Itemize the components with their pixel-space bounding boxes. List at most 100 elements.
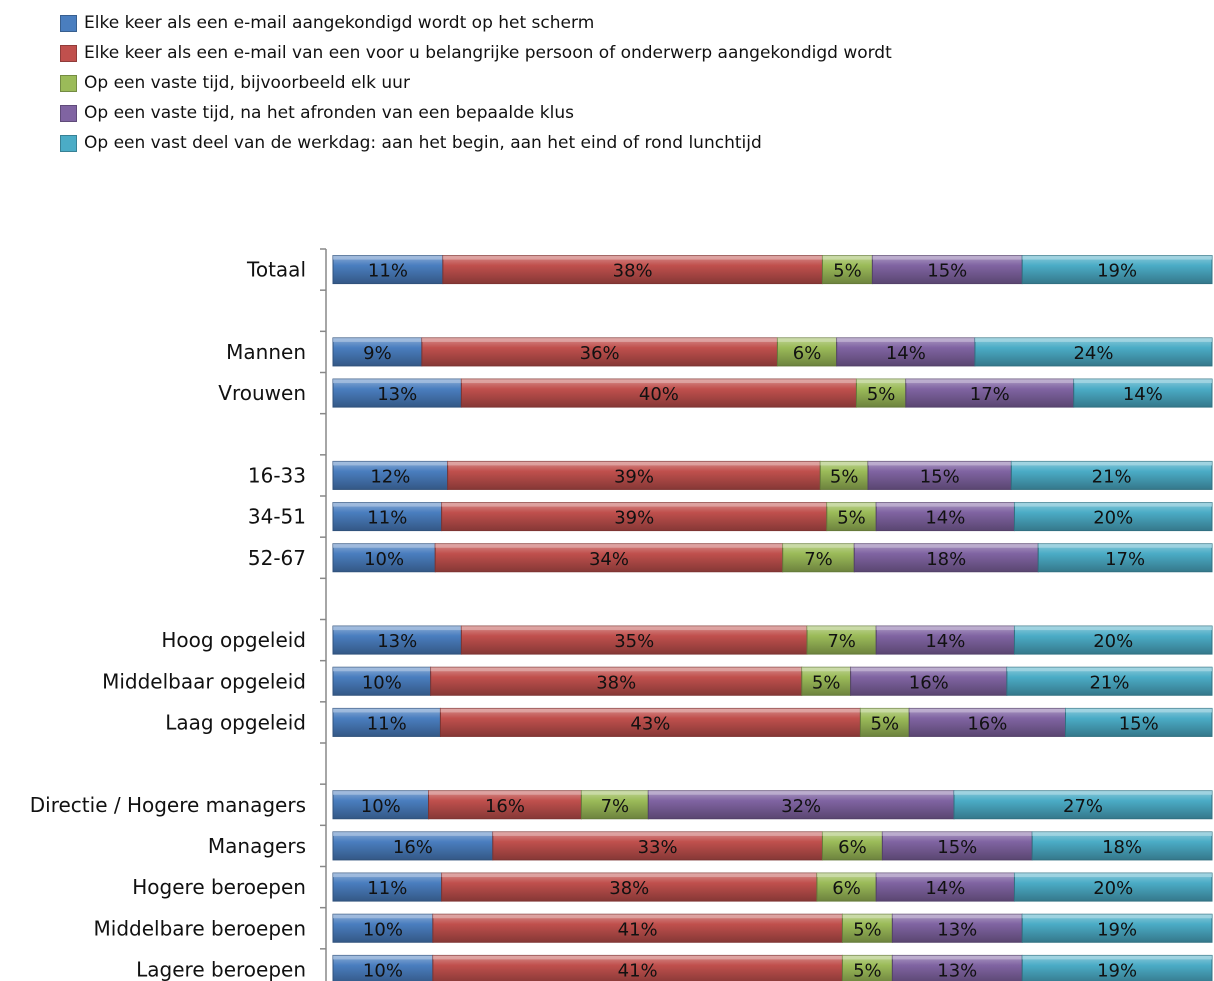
bar-highlight <box>333 873 442 878</box>
bar-highlight <box>854 543 1039 548</box>
bar-highlight <box>868 461 1012 466</box>
bar-highlight <box>333 337 422 342</box>
bar-segment <box>332 913 434 943</box>
bar-highlight <box>447 461 821 466</box>
legend-label-5: Op een vast deel van de werkdag: aan het… <box>84 133 762 153</box>
data-label: 34% <box>589 549 629 570</box>
bar-highlight <box>892 914 1023 919</box>
data-label: 13% <box>377 384 417 405</box>
data-label: 7% <box>804 549 833 570</box>
legend-item-3: Op een vaste tijd, bijvoorbeeld elk uur <box>60 68 892 98</box>
data-label: 40% <box>639 384 679 405</box>
bar-segment <box>447 460 821 490</box>
data-label: 38% <box>596 672 636 693</box>
bar-segment <box>1037 543 1213 573</box>
bar-segment <box>332 831 494 861</box>
data-label: 38% <box>609 878 649 899</box>
bar-highlight <box>876 502 1015 507</box>
bar-highlight <box>333 790 429 795</box>
legend-label-1: Elke keer als een e-mail aangekondigd wo… <box>84 13 595 33</box>
legend-label-3: Op een vaste tijd, bijvoorbeeld elk uur <box>84 73 410 93</box>
bar-segment <box>782 543 855 573</box>
bar-highlight <box>816 873 877 878</box>
legend-item-4: Op een vaste tijd, na het afronden van e… <box>60 98 892 128</box>
data-label: 39% <box>614 466 654 487</box>
category-label: Vrouwen <box>218 381 306 405</box>
bar-segment <box>816 872 877 902</box>
bar-segment <box>881 831 1033 861</box>
bar-highlight <box>892 955 1023 960</box>
bar-segment <box>1006 666 1213 696</box>
bar-segment <box>871 255 1023 285</box>
data-label: 5% <box>833 261 862 282</box>
bar-segment <box>332 255 444 285</box>
data-label: 7% <box>827 631 856 652</box>
data-label: 10% <box>361 796 401 817</box>
bar-highlight <box>782 543 855 548</box>
data-label: 10% <box>364 549 404 570</box>
bar-highlight <box>1022 914 1212 919</box>
data-label: 14% <box>925 631 965 652</box>
bar-highlight <box>581 790 649 795</box>
category-label: Totaal <box>246 258 306 282</box>
data-label: 12% <box>370 466 410 487</box>
bar-segment <box>1021 954 1213 981</box>
bar-highlight <box>421 337 778 342</box>
bar-segment <box>434 543 784 573</box>
bar-highlight <box>461 379 857 384</box>
bar-highlight <box>850 667 1007 672</box>
data-label: 11% <box>367 878 407 899</box>
legend-swatch-2 <box>60 45 77 62</box>
data-label: 16% <box>485 796 525 817</box>
bar-highlight <box>954 790 1212 795</box>
category-label: 52-67 <box>248 546 306 570</box>
legend-item-1: Elke keer als een e-mail aangekondigd wo… <box>60 8 892 38</box>
data-label: 11% <box>368 261 408 282</box>
category-label: Directie / Hogere managers <box>30 793 306 817</box>
data-label: 9% <box>363 343 392 364</box>
bar-segment <box>841 913 893 943</box>
bar-highlight <box>333 708 441 713</box>
bar-highlight <box>435 543 783 548</box>
data-label: 41% <box>618 960 658 981</box>
bar-highlight <box>1014 626 1212 631</box>
data-label: 10% <box>363 960 403 981</box>
bar-highlight <box>492 831 823 836</box>
data-label: 18% <box>1102 837 1142 858</box>
bar-highlight <box>442 255 823 260</box>
data-label: 16% <box>393 837 433 858</box>
bar-highlight <box>872 255 1023 260</box>
bar-highlight <box>333 831 493 836</box>
category-label: Hoog opgeleid <box>161 628 306 652</box>
bar-highlight <box>333 543 436 548</box>
bar-highlight <box>461 626 808 631</box>
data-label: 20% <box>1093 508 1133 529</box>
bar-segment <box>332 337 423 367</box>
bar-segment <box>806 625 877 655</box>
data-label: 20% <box>1093 631 1133 652</box>
data-label: 19% <box>1097 261 1137 282</box>
data-label: 15% <box>927 261 967 282</box>
bar-highlight <box>856 379 906 384</box>
bar-segment <box>875 502 1015 532</box>
data-label: 14% <box>886 343 926 364</box>
data-label: 11% <box>367 713 407 734</box>
legend-swatch-4 <box>60 105 77 122</box>
bar-segment <box>432 913 843 943</box>
bar-segment <box>875 625 1015 655</box>
bar-segment <box>1021 255 1213 285</box>
bar-segment <box>647 790 955 820</box>
bar-highlight <box>333 502 442 507</box>
data-label: 19% <box>1097 960 1137 981</box>
data-label: 13% <box>937 960 977 981</box>
data-label: 5% <box>830 466 859 487</box>
category-label: Managers <box>208 834 306 858</box>
category-label: Lagere beroepen <box>136 957 306 981</box>
bar-highlight <box>876 626 1015 631</box>
legend-swatch-1 <box>60 15 77 32</box>
bar-segment <box>875 872 1015 902</box>
data-label: 21% <box>1089 672 1129 693</box>
bar-highlight <box>876 873 1015 878</box>
category-label: Middelbare beroepen <box>94 916 306 940</box>
